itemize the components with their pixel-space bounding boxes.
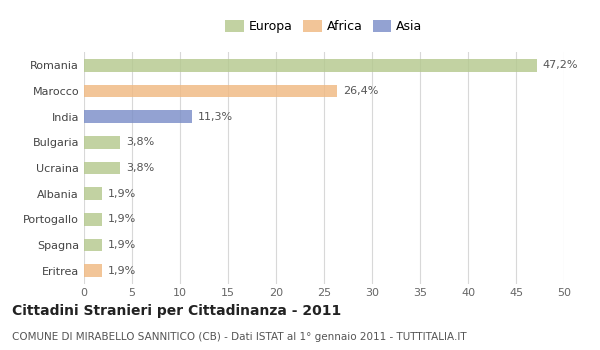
Bar [84, 264, 102, 277]
Text: COMUNE DI MIRABELLO SANNITICO (CB) - Dati ISTAT al 1° gennaio 2011 - TUTTITALIA.: COMUNE DI MIRABELLO SANNITICO (CB) - Dat… [12, 332, 467, 343]
Text: 1,9%: 1,9% [108, 214, 136, 224]
Bar [84, 85, 337, 97]
Bar [84, 59, 537, 72]
Text: 11,3%: 11,3% [198, 112, 233, 122]
Bar [84, 239, 102, 251]
Text: 3,8%: 3,8% [126, 137, 154, 147]
Text: Cittadini Stranieri per Cittadinanza - 2011: Cittadini Stranieri per Cittadinanza - 2… [12, 304, 341, 318]
Text: 26,4%: 26,4% [343, 86, 379, 96]
Bar [84, 162, 121, 174]
Bar [84, 213, 102, 226]
Bar [84, 187, 102, 200]
Legend: Europa, Africa, Asia: Europa, Africa, Asia [221, 16, 427, 37]
Text: 1,9%: 1,9% [108, 240, 136, 250]
Text: 1,9%: 1,9% [108, 266, 136, 276]
Text: 1,9%: 1,9% [108, 189, 136, 199]
Bar [84, 136, 121, 149]
Text: 3,8%: 3,8% [126, 163, 154, 173]
Text: 47,2%: 47,2% [543, 60, 578, 70]
Bar [84, 110, 193, 123]
